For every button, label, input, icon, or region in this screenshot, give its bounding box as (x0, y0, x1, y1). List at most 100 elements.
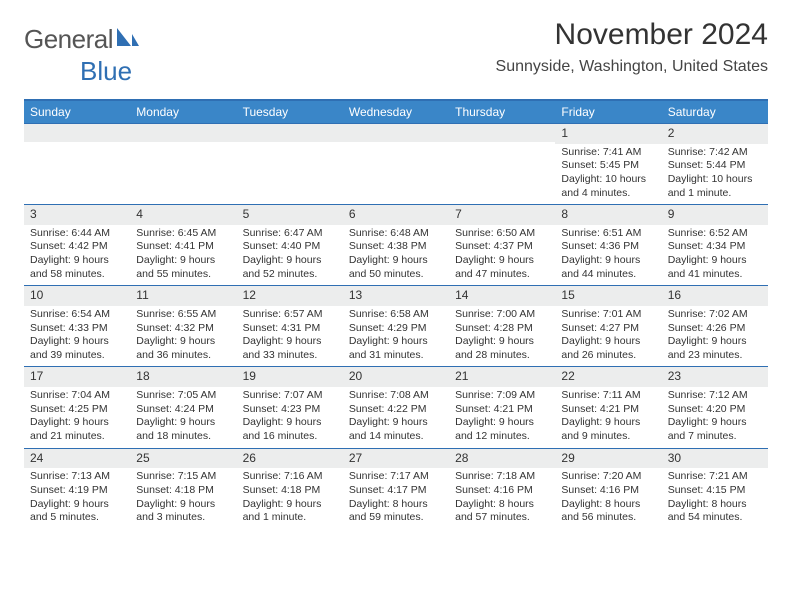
daylight-text: Daylight: 9 hours and 55 minutes. (136, 254, 230, 281)
sunrise-text: Sunrise: 7:18 AM (455, 470, 549, 484)
sunset-text: Sunset: 4:26 PM (668, 322, 762, 336)
day-body (237, 142, 343, 200)
sunset-text: Sunset: 4:23 PM (243, 403, 337, 417)
day-number (130, 124, 236, 142)
daylight-text: Daylight: 9 hours and 36 minutes. (136, 335, 230, 362)
day-number: 16 (662, 286, 768, 306)
daylight-text: Daylight: 8 hours and 59 minutes. (349, 498, 443, 525)
daylight-text: Daylight: 8 hours and 56 minutes. (561, 498, 655, 525)
day-number: 9 (662, 205, 768, 225)
day-body (343, 142, 449, 200)
daylight-text: Daylight: 9 hours and 33 minutes. (243, 335, 337, 362)
sunrise-text: Sunrise: 6:47 AM (243, 227, 337, 241)
sunset-text: Sunset: 5:44 PM (668, 159, 762, 173)
day-cell: 28Sunrise: 7:18 AMSunset: 4:16 PMDayligh… (449, 449, 555, 529)
sunrise-text: Sunrise: 6:44 AM (30, 227, 124, 241)
sunset-text: Sunset: 4:16 PM (561, 484, 655, 498)
sunrise-text: Sunrise: 6:48 AM (349, 227, 443, 241)
title-block: November 2024 Sunnyside, Washington, Uni… (496, 18, 768, 76)
day-cell: 29Sunrise: 7:20 AMSunset: 4:16 PMDayligh… (555, 449, 661, 529)
day-cell: 18Sunrise: 7:05 AMSunset: 4:24 PMDayligh… (130, 367, 236, 447)
day-cell: 5Sunrise: 6:47 AMSunset: 4:40 PMDaylight… (237, 205, 343, 285)
daylight-text: Daylight: 9 hours and 26 minutes. (561, 335, 655, 362)
day-number: 1 (555, 124, 661, 144)
sunrise-text: Sunrise: 6:50 AM (455, 227, 549, 241)
day-body: Sunrise: 7:13 AMSunset: 4:19 PMDaylight:… (24, 468, 130, 529)
day-of-week-header: Sunday Monday Tuesday Wednesday Thursday… (24, 101, 768, 123)
sunset-text: Sunset: 4:29 PM (349, 322, 443, 336)
day-cell: 21Sunrise: 7:09 AMSunset: 4:21 PMDayligh… (449, 367, 555, 447)
daylight-text: Daylight: 9 hours and 41 minutes. (668, 254, 762, 281)
day-body: Sunrise: 7:02 AMSunset: 4:26 PMDaylight:… (662, 306, 768, 367)
day-body: Sunrise: 6:50 AMSunset: 4:37 PMDaylight:… (449, 225, 555, 286)
daylight-text: Daylight: 9 hours and 28 minutes. (455, 335, 549, 362)
month-title: November 2024 (496, 18, 768, 52)
day-body: Sunrise: 6:57 AMSunset: 4:31 PMDaylight:… (237, 306, 343, 367)
day-number: 3 (24, 205, 130, 225)
day-number (343, 124, 449, 142)
day-number: 12 (237, 286, 343, 306)
dow-cell: Saturday (662, 101, 768, 123)
day-number: 20 (343, 367, 449, 387)
sunset-text: Sunset: 4:37 PM (455, 240, 549, 254)
day-cell (24, 124, 130, 204)
daylight-text: Daylight: 9 hours and 3 minutes. (136, 498, 230, 525)
day-body: Sunrise: 6:54 AMSunset: 4:33 PMDaylight:… (24, 306, 130, 367)
sunrise-text: Sunrise: 7:02 AM (668, 308, 762, 322)
day-number: 17 (24, 367, 130, 387)
day-number (237, 124, 343, 142)
day-body: Sunrise: 7:18 AMSunset: 4:16 PMDaylight:… (449, 468, 555, 529)
day-body: Sunrise: 6:51 AMSunset: 4:36 PMDaylight:… (555, 225, 661, 286)
day-number: 14 (449, 286, 555, 306)
day-number: 2 (662, 124, 768, 144)
day-body: Sunrise: 6:45 AMSunset: 4:41 PMDaylight:… (130, 225, 236, 286)
sunrise-text: Sunrise: 7:08 AM (349, 389, 443, 403)
daylight-text: Daylight: 9 hours and 7 minutes. (668, 416, 762, 443)
daylight-text: Daylight: 8 hours and 54 minutes. (668, 498, 762, 525)
day-body: Sunrise: 6:47 AMSunset: 4:40 PMDaylight:… (237, 225, 343, 286)
day-number: 18 (130, 367, 236, 387)
daylight-text: Daylight: 9 hours and 31 minutes. (349, 335, 443, 362)
daylight-text: Daylight: 10 hours and 4 minutes. (561, 173, 655, 200)
day-number: 8 (555, 205, 661, 225)
day-cell: 13Sunrise: 6:58 AMSunset: 4:29 PMDayligh… (343, 286, 449, 366)
daylight-text: Daylight: 9 hours and 21 minutes. (30, 416, 124, 443)
sunset-text: Sunset: 4:28 PM (455, 322, 549, 336)
day-number (449, 124, 555, 142)
day-body (130, 142, 236, 200)
day-cell: 27Sunrise: 7:17 AMSunset: 4:17 PMDayligh… (343, 449, 449, 529)
daylight-text: Daylight: 10 hours and 1 minute. (668, 173, 762, 200)
day-number: 4 (130, 205, 236, 225)
day-cell: 17Sunrise: 7:04 AMSunset: 4:25 PMDayligh… (24, 367, 130, 447)
day-body: Sunrise: 7:09 AMSunset: 4:21 PMDaylight:… (449, 387, 555, 448)
sunset-text: Sunset: 4:34 PM (668, 240, 762, 254)
day-cell: 24Sunrise: 7:13 AMSunset: 4:19 PMDayligh… (24, 449, 130, 529)
day-cell: 4Sunrise: 6:45 AMSunset: 4:41 PMDaylight… (130, 205, 236, 285)
day-body: Sunrise: 7:21 AMSunset: 4:15 PMDaylight:… (662, 468, 768, 529)
sunset-text: Sunset: 4:25 PM (30, 403, 124, 417)
sunrise-text: Sunrise: 7:01 AM (561, 308, 655, 322)
day-cell: 23Sunrise: 7:12 AMSunset: 4:20 PMDayligh… (662, 367, 768, 447)
day-body: Sunrise: 7:17 AMSunset: 4:17 PMDaylight:… (343, 468, 449, 529)
day-body: Sunrise: 7:11 AMSunset: 4:21 PMDaylight:… (555, 387, 661, 448)
daylight-text: Daylight: 9 hours and 58 minutes. (30, 254, 124, 281)
day-body: Sunrise: 7:00 AMSunset: 4:28 PMDaylight:… (449, 306, 555, 367)
day-cell: 10Sunrise: 6:54 AMSunset: 4:33 PMDayligh… (24, 286, 130, 366)
day-body: Sunrise: 7:07 AMSunset: 4:23 PMDaylight:… (237, 387, 343, 448)
day-cell: 14Sunrise: 7:00 AMSunset: 4:28 PMDayligh… (449, 286, 555, 366)
sunset-text: Sunset: 4:18 PM (136, 484, 230, 498)
sunrise-text: Sunrise: 7:11 AM (561, 389, 655, 403)
sunset-text: Sunset: 4:21 PM (455, 403, 549, 417)
day-number: 24 (24, 449, 130, 469)
day-number: 11 (130, 286, 236, 306)
daylight-text: Daylight: 9 hours and 12 minutes. (455, 416, 549, 443)
day-body: Sunrise: 7:16 AMSunset: 4:18 PMDaylight:… (237, 468, 343, 529)
sunset-text: Sunset: 4:32 PM (136, 322, 230, 336)
sunrise-text: Sunrise: 7:07 AM (243, 389, 337, 403)
day-cell: 12Sunrise: 6:57 AMSunset: 4:31 PMDayligh… (237, 286, 343, 366)
sunrise-text: Sunrise: 7:13 AM (30, 470, 124, 484)
sunset-text: Sunset: 4:36 PM (561, 240, 655, 254)
week-row: 17Sunrise: 7:04 AMSunset: 4:25 PMDayligh… (24, 366, 768, 447)
sunset-text: Sunset: 5:45 PM (561, 159, 655, 173)
day-number: 28 (449, 449, 555, 469)
